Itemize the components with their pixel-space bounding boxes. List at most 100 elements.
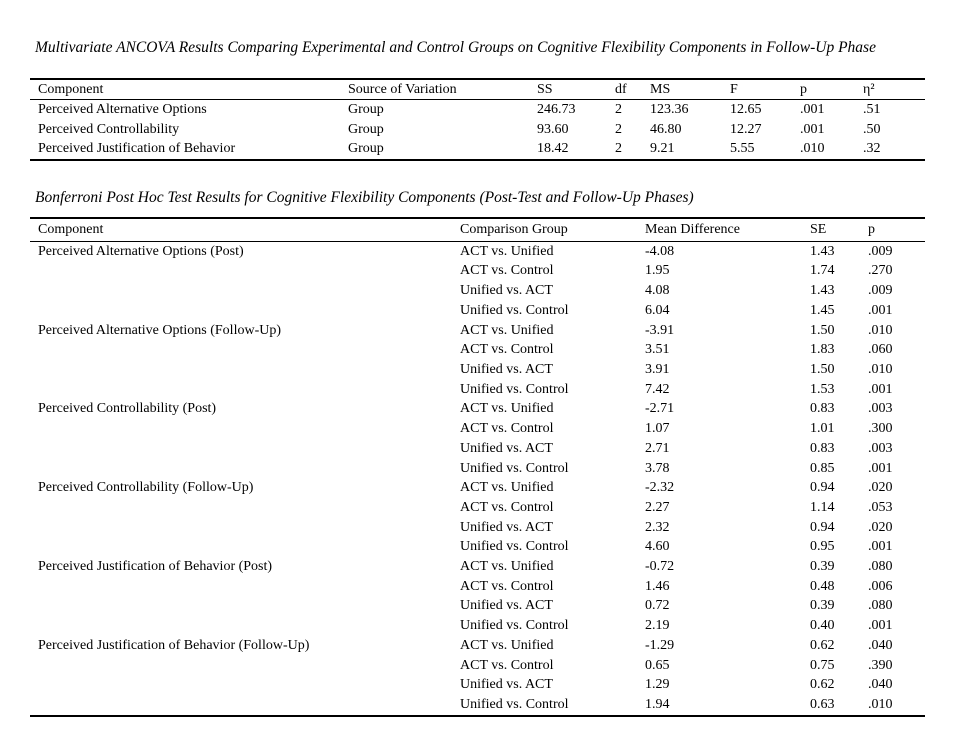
mean-difference-cell: 4.60 [645, 539, 670, 555]
component-cell: Perceived Alternative Options (Follow-Up… [38, 322, 282, 338]
comparison-cell: Unified vs. Control [460, 302, 569, 318]
column-header-component: Component [38, 82, 104, 97]
df-cell: 2 [615, 102, 622, 117]
p-cell: .010 [800, 141, 825, 157]
posthoc-results-table: Component Comparison Group Mean Differen… [30, 216, 925, 717]
p-cell: .003 [868, 440, 893, 456]
ancova-table-title: Multivariate ANCOVA Results Comparing Ex… [35, 39, 876, 56]
se-cell: 0.39 [810, 559, 835, 575]
table-row: Perceived Controllability Group 93.60 2 … [30, 120, 925, 140]
component-cell: Perceived Controllability [38, 121, 180, 137]
df-cell: 2 [615, 141, 622, 157]
p-cell: .001 [868, 618, 893, 634]
component-cell: Perceived Alternative Options (Post) [38, 243, 244, 259]
column-header-se: SE [810, 221, 827, 237]
se-cell: 1.43 [810, 283, 835, 299]
comparison-cell: ACT vs. Unified [460, 480, 554, 496]
component-cell [30, 537, 452, 557]
component-cell [30, 301, 452, 321]
eta-squared-cell: .32 [863, 141, 881, 157]
se-cell: 0.63 [810, 696, 835, 712]
table-row: Unified vs. Control 6.04 1.45 .001 [30, 301, 925, 321]
comparison-cell: Unified vs. ACT [460, 283, 553, 299]
table-row: ACT vs. Control 1.07 1.01 .300 [30, 419, 925, 439]
table-row: Perceived Justification of Behavior Grou… [30, 139, 925, 160]
p-cell: .003 [868, 401, 893, 417]
se-cell: 1.43 [810, 243, 835, 259]
p-cell: .009 [868, 243, 893, 259]
p-cell: .001 [800, 102, 825, 117]
mean-difference-cell: 1.95 [645, 263, 670, 279]
comparison-cell: Unified vs. ACT [460, 598, 553, 614]
component-cell: Perceived Justification of Behavior (Pos… [38, 559, 273, 575]
mean-difference-cell: -2.32 [645, 480, 675, 496]
mean-difference-cell: 7.42 [645, 381, 670, 397]
mean-difference-cell: 2.19 [645, 618, 670, 634]
mean-difference-cell: 3.51 [645, 342, 670, 358]
component-cell [30, 340, 452, 360]
mean-difference-cell: -1.29 [645, 637, 675, 653]
component-cell [30, 596, 452, 616]
mean-difference-cell: 1.94 [645, 696, 670, 712]
mean-difference-cell: 2.32 [645, 519, 670, 535]
table-row: Perceived Controllability (Follow-Up) AC… [30, 478, 925, 498]
posthoc-header-row: Component Comparison Group Mean Differen… [30, 218, 925, 242]
comparison-cell: ACT vs. Unified [460, 637, 554, 653]
comparison-cell: Unified vs. ACT [460, 677, 553, 693]
se-cell: 0.94 [810, 480, 835, 496]
se-cell: 1.14 [810, 499, 835, 515]
se-cell: 0.75 [810, 657, 835, 673]
mean-difference-cell: 2.71 [645, 440, 670, 456]
component-cell: Perceived Alternative Options [38, 102, 207, 117]
p-cell: .009 [868, 283, 893, 299]
component-cell [30, 261, 452, 281]
comparison-cell: Unified vs. Control [460, 618, 569, 634]
p-cell: .270 [868, 263, 893, 279]
source-cell: Group [348, 102, 384, 117]
comparison-cell: Unified vs. Control [460, 381, 569, 397]
component-cell: Perceived Justification of Behavior [38, 141, 236, 157]
comparison-cell: Unified vs. ACT [460, 362, 553, 377]
se-cell: 1.74 [810, 263, 835, 279]
p-cell: .010 [868, 696, 893, 712]
p-cell: .001 [800, 121, 825, 137]
table-row: ACT vs. Control 1.46 0.48 .006 [30, 577, 925, 597]
table-row: ACT vs. Control 3.51 1.83 .060 [30, 340, 925, 360]
component-cell: Perceived Controllability (Post) [38, 401, 217, 417]
ms-cell: 9.21 [650, 141, 675, 157]
component-cell [30, 577, 452, 597]
se-cell: 0.85 [810, 460, 835, 476]
comparison-cell: ACT vs. Control [460, 342, 554, 358]
p-cell: .080 [868, 559, 893, 575]
mean-difference-cell: 0.72 [645, 598, 670, 614]
mean-difference-cell: -4.08 [645, 243, 675, 259]
se-cell: 0.39 [810, 598, 835, 614]
mean-difference-cell: 3.78 [645, 460, 670, 476]
ss-cell: 18.42 [537, 141, 569, 157]
table-row: Perceived Justification of Behavior (Fol… [30, 636, 925, 656]
table-row: Unified vs. Control 4.60 0.95 .001 [30, 537, 925, 557]
table-row: Unified vs. ACT 3.91 1.50 .010 [30, 360, 925, 380]
comparison-cell: Unified vs. ACT [460, 519, 553, 535]
column-header-f: F [730, 82, 738, 97]
table-row: ACT vs. Control 1.95 1.74 .270 [30, 261, 925, 281]
f-cell: 5.55 [730, 141, 755, 157]
se-cell: 0.94 [810, 519, 835, 535]
component-cell [30, 281, 452, 301]
column-header-ss: SS [537, 82, 553, 97]
component-cell [30, 675, 452, 695]
source-cell: Group [348, 121, 384, 137]
f-cell: 12.27 [730, 121, 762, 137]
component-cell [30, 439, 452, 459]
p-cell: .001 [868, 539, 893, 555]
p-cell: .053 [868, 499, 893, 515]
p-cell: .010 [868, 362, 893, 377]
p-cell: .040 [868, 637, 893, 653]
component-cell [30, 656, 452, 676]
ss-cell: 246.73 [537, 102, 576, 117]
mean-difference-cell: -2.71 [645, 401, 675, 417]
component-cell [30, 518, 452, 538]
f-cell: 12.65 [730, 102, 762, 117]
comparison-cell: Unified vs. ACT [460, 440, 553, 456]
p-cell: .020 [868, 519, 893, 535]
